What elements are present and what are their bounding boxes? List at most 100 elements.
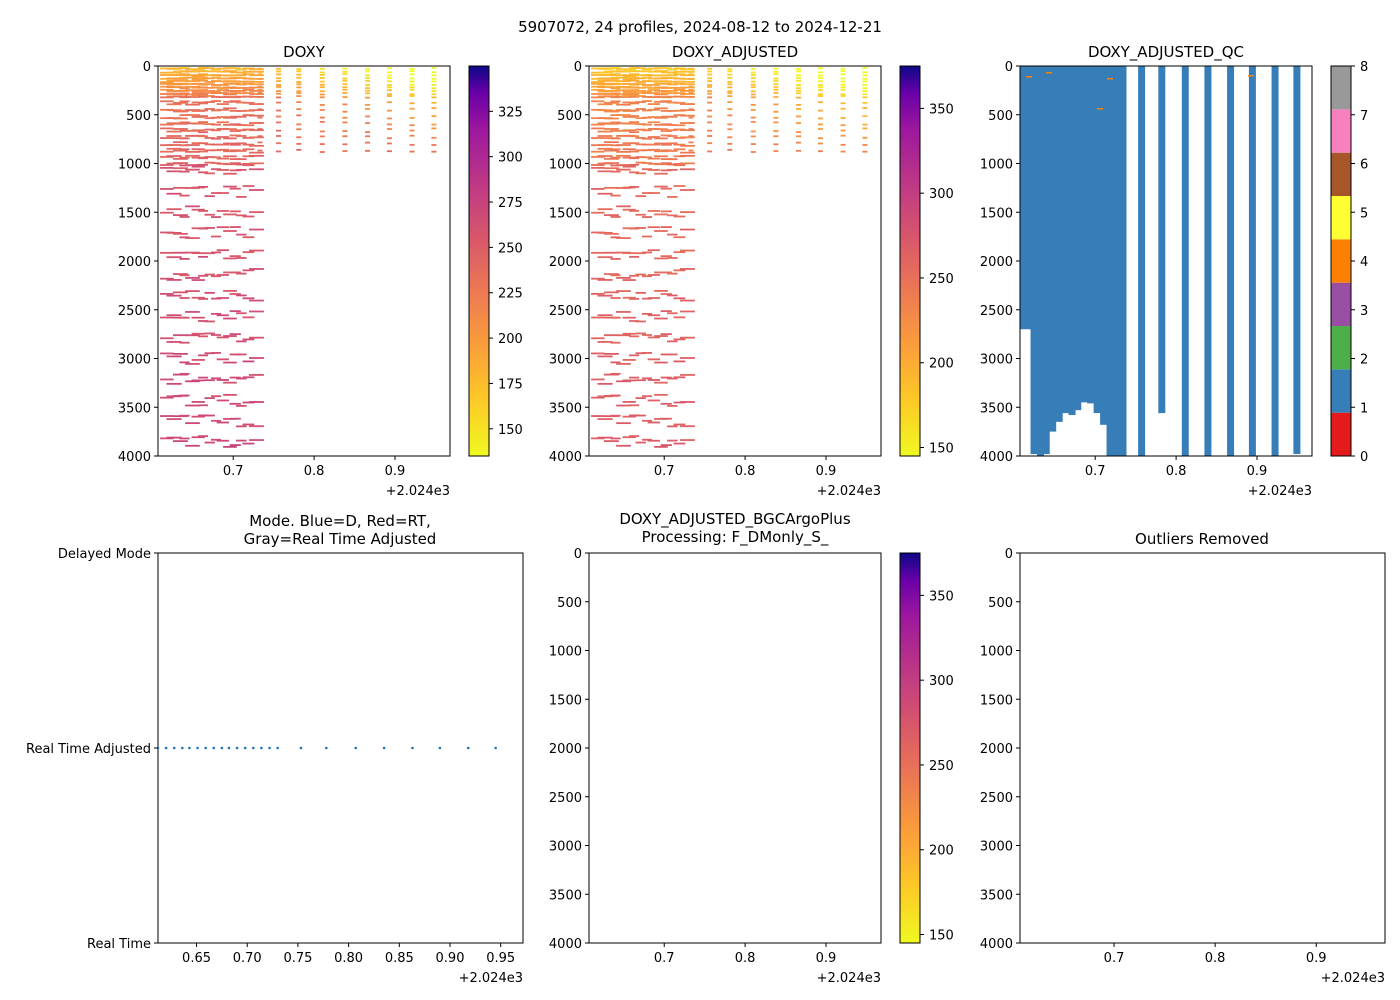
- bgc-ytick-label: 2000: [549, 742, 582, 757]
- doxy-mark: [172, 128, 188, 130]
- doxy-adjusted-mark: [750, 96, 756, 99]
- doxy-mark: [216, 162, 229, 165]
- doxy-mark: [236, 353, 247, 356]
- doxy-mark: [172, 186, 188, 189]
- doxy-mark: [198, 121, 209, 123]
- doxy-adjusted-mark: [796, 68, 802, 70]
- doxy-adjusted-mark: [680, 211, 695, 214]
- doxy-mark: [242, 423, 255, 426]
- doxy-mark: [242, 80, 255, 83]
- doxy-mark: [166, 155, 182, 157]
- doxy-adjusted-mark: [667, 340, 678, 343]
- doxy-mark: [365, 149, 371, 152]
- doxy-adjusted-mark: [622, 129, 636, 132]
- qc-colorbar-tick-label: 7: [1360, 109, 1368, 124]
- doxy-adjusted-mark: [610, 394, 621, 397]
- doxy-mark: [211, 156, 222, 159]
- qc-ytick-label: 0: [1005, 60, 1013, 75]
- doxy-adjusted-mark: [654, 393, 668, 396]
- doxy-mark: [409, 70, 415, 73]
- doxy-mark: [249, 114, 264, 117]
- doxy-adjusted-mark: [660, 271, 672, 274]
- doxy-mark: [242, 101, 255, 104]
- doxy-mark: [185, 109, 200, 111]
- doxy-mark: [198, 150, 209, 153]
- doxy-mark: [386, 150, 392, 153]
- doxy-adjusted-mark: [862, 80, 868, 83]
- doxy-adjusted-mark: [707, 121, 713, 124]
- doxy-adjusted-mark: [597, 144, 613, 146]
- doxy-adjusted-mark: [591, 81, 605, 84]
- doxy-mark: [191, 129, 205, 132]
- doxy-mark: [216, 103, 229, 105]
- doxy-colorbar-tick-label: 225: [498, 287, 523, 302]
- doxy-adjusted-mark: [817, 84, 823, 87]
- doxy-mark: [223, 70, 237, 72]
- doxy-adjusted-mark: [654, 163, 668, 166]
- doxy-adjusted-mark: [707, 70, 713, 73]
- doxy-adjusted-mark: [654, 155, 668, 158]
- doxy-mark: [160, 251, 174, 254]
- doxy-adjusted-mark: [707, 96, 713, 99]
- doxy-mark: [198, 109, 209, 112]
- doxy-mark: [249, 129, 264, 132]
- doxy-mark: [242, 124, 255, 127]
- doxy-adjusted-mark: [688, 92, 694, 94]
- doxy-mark: [242, 77, 255, 80]
- doxy-adjusted-mark: [647, 84, 660, 86]
- doxy-mark: [191, 415, 205, 418]
- bgc-ytick-label: 1500: [549, 693, 582, 708]
- doxy-mark: [319, 151, 325, 153]
- doxy-adjusted-mark: [862, 150, 868, 153]
- doxy-adjusted-mark: [796, 108, 802, 110]
- doxy-adjusted-mark: [654, 361, 668, 364]
- bgc-xtick-label: 0.9: [816, 951, 837, 966]
- doxy-adjusted-mark: [635, 414, 646, 417]
- doxy-adjusted-mark: [629, 93, 640, 96]
- panel-bgc-frame: [588, 552, 882, 944]
- doxy-mark: [211, 80, 222, 82]
- bgc-ytick-label: 2500: [549, 791, 582, 806]
- doxy-adjusted-mark: [622, 208, 636, 211]
- doxy-adjusted-mark: [642, 334, 653, 336]
- doxy-adjusted-mark: [610, 109, 621, 112]
- doxy-mark: [216, 274, 229, 276]
- doxy-mark: [319, 130, 325, 133]
- outliers-ytick-label: 4000: [980, 937, 1013, 952]
- doxy-adjusted-mark: [817, 123, 823, 126]
- doxy-adjusted-mark: [750, 130, 756, 133]
- doxy-mark: [216, 358, 229, 361]
- qc-colorbar-tick-label: 6: [1360, 158, 1368, 173]
- doxy-mark: [409, 107, 415, 110]
- doxy-mark: [409, 134, 415, 137]
- doxy-mark: [211, 70, 222, 73]
- doxy-mark: [204, 332, 215, 335]
- doxy-adjusted-mark: [642, 129, 653, 132]
- doxy-mark: [236, 340, 247, 343]
- doxy-adjusted-mark: [597, 71, 613, 74]
- doxy-mark: [204, 91, 215, 94]
- doxy-adjusted-mark: [610, 194, 621, 197]
- doxy-mark: [342, 67, 348, 70]
- doxy-adjusted-mark: [591, 352, 605, 355]
- doxy-adjusted-mark: [610, 164, 621, 167]
- doxy-mark: [211, 116, 222, 119]
- qc-profile-bar: [1055, 66, 1063, 422]
- qc-xtick-label: 0.7: [1085, 464, 1106, 479]
- doxy-mark: [257, 67, 263, 70]
- doxy-mark: [216, 87, 229, 89]
- doxy-ytick-label: 1000: [118, 158, 151, 173]
- doxy-x-axis: 0.7 0.8 0.9: [223, 456, 405, 479]
- doxy-mark: [160, 150, 174, 153]
- doxy-adjusted-mark: [667, 377, 678, 380]
- doxy-adjusted-mark: [673, 143, 686, 146]
- doxy-adjusted-mark: [642, 251, 653, 254]
- doxy-adjusted-mark: [680, 103, 695, 105]
- doxy-mark: [365, 135, 371, 138]
- doxy-adjusted-mark: [616, 114, 631, 116]
- doxy-mark: [179, 148, 190, 151]
- doxy-adjusted-mark: [629, 109, 640, 112]
- doxy-adjusted-colorbar: [899, 65, 921, 457]
- doxy-mark: [276, 150, 282, 153]
- doxy-adjusted-mark: [610, 236, 621, 239]
